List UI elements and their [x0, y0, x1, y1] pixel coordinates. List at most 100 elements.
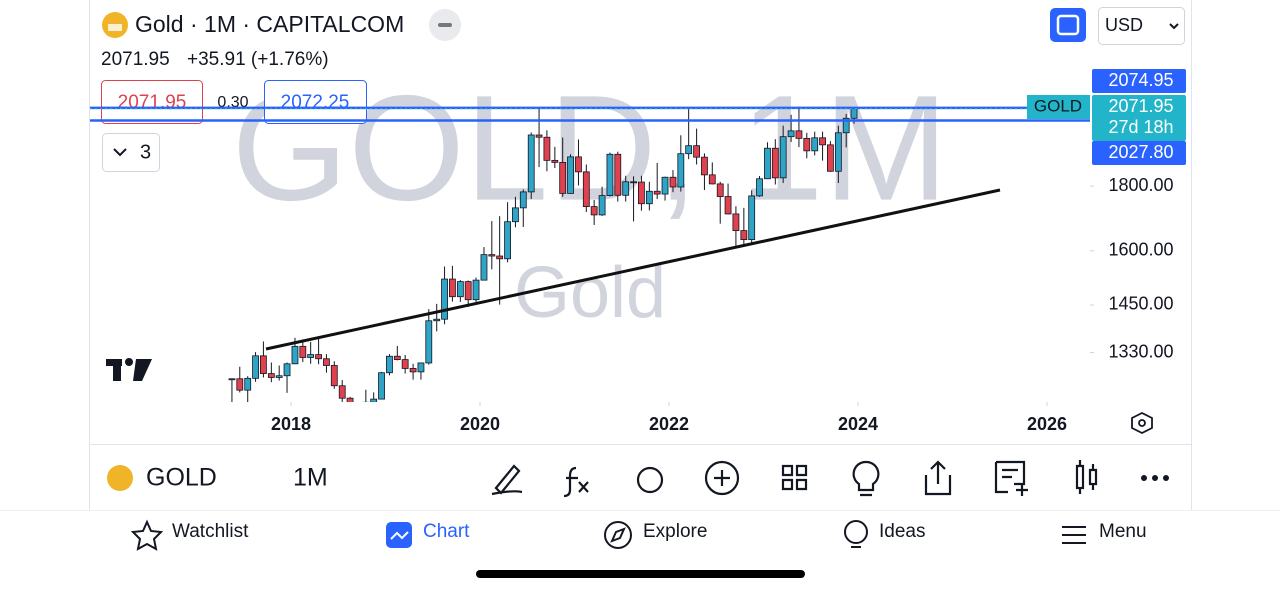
candle-body [315, 354, 322, 360]
candle-body [724, 196, 732, 215]
candle-body [716, 183, 724, 197]
add-tool[interactable] [704, 460, 740, 496]
toggle-caret [113, 148, 127, 157]
nav-explore[interactable]: Explore [643, 521, 707, 542]
y-tick-label: 1330.00 [1108, 341, 1173, 361]
candle-body [307, 354, 315, 358]
candle-body [488, 254, 496, 257]
candle-body [598, 195, 606, 216]
last-price: 2071.95 [101, 49, 170, 70]
symbol-title[interactable]: Gold · 1M · CAPITALCOM [135, 11, 404, 37]
y-tick-label: 1450.00 [1108, 294, 1173, 314]
currency: USD [1105, 15, 1143, 35]
last-label: GOLD [1034, 96, 1082, 115]
price-label-box [1092, 141, 1186, 165]
candle-body [779, 136, 787, 179]
nav-menu[interactable]: Menu [1099, 521, 1147, 542]
nav-chart[interactable]: Chart [423, 521, 470, 542]
candle-body [606, 153, 614, 196]
toolbar-symbol[interactable]: GOLD [146, 464, 217, 492]
candle-body [260, 355, 267, 374]
logo [106, 358, 152, 381]
sell-button[interactable] [101, 80, 203, 124]
candle-body [795, 130, 803, 139]
chart-type-tool[interactable] [1075, 460, 1098, 494]
axis-settings-dot [1138, 419, 1146, 427]
nav-watchlist[interactable]: Watchlist [172, 521, 249, 542]
candle-body [267, 373, 275, 378]
candle-body [582, 171, 590, 207]
x-tick-label: 2026 [1027, 414, 1067, 434]
fullscreen-icon [1056, 14, 1080, 36]
candle-body [748, 195, 756, 241]
price-change: +35.91 (+1.76%) [187, 49, 329, 70]
more-tool[interactable] [1141, 475, 1169, 481]
nav-ideas[interactable]: Ideas [879, 521, 925, 542]
candle-body [393, 355, 401, 360]
candle-body [543, 136, 551, 161]
y-tick-label: 1800.00 [1108, 175, 1173, 195]
candle-body [527, 134, 535, 193]
watermark-name: Gold [514, 253, 666, 333]
ideas-icon [844, 520, 868, 544]
plot-area [228, 106, 858, 402]
candle-body [622, 181, 630, 196]
toolbar-icons [491, 460, 1098, 498]
indicators-count: 3 [140, 141, 151, 163]
buy-button[interactable] [264, 80, 367, 124]
axis-settings[interactable] [1131, 411, 1153, 435]
candle-body [283, 363, 291, 377]
last-label-box [1027, 95, 1090, 119]
share-tool[interactable] [924, 460, 952, 496]
candle-body [236, 378, 244, 391]
candle-body [323, 358, 330, 366]
draw-tool[interactable] [491, 464, 523, 496]
price-label: 2027.80 [1108, 142, 1173, 162]
x-tick-label: 2024 [838, 414, 878, 434]
candle-body [386, 355, 393, 374]
symbol-icon [107, 465, 133, 491]
indicators-toggle[interactable] [102, 133, 160, 172]
candle-body [409, 368, 417, 373]
ideas-tool[interactable] [852, 460, 880, 497]
candle-body [732, 213, 740, 231]
candle-body [275, 375, 283, 378]
candle-body [590, 206, 598, 216]
candle-body [756, 178, 763, 197]
trend-line[interactable] [265, 188, 1001, 351]
notes-tool[interactable] [994, 460, 1028, 496]
candle-body [346, 397, 354, 402]
candle-body [512, 207, 519, 223]
indicators-tool[interactable] [563, 466, 589, 498]
candle-body [842, 117, 850, 134]
candle-body [677, 153, 685, 188]
toolbar-interval[interactable]: 1M [293, 464, 328, 492]
candle-body [693, 145, 700, 158]
y-tick-label: 1600.00 [1108, 240, 1173, 260]
candle-body [330, 365, 338, 387]
candle-body [551, 159, 559, 163]
candle-body [480, 254, 488, 281]
alert-tool[interactable] [636, 466, 664, 494]
candle-body [559, 162, 567, 194]
candle-body [645, 190, 653, 205]
fullscreen-button[interactable] [1050, 8, 1086, 42]
currency-caret [1169, 23, 1179, 30]
candle-body [472, 279, 480, 301]
currency-select[interactable] [1098, 7, 1185, 45]
candle-body [519, 191, 527, 209]
candle-body [771, 147, 779, 179]
candle-body [504, 221, 511, 260]
symbol-icon-bars [108, 24, 122, 31]
chart-icon-line [390, 531, 409, 540]
explore-icon [604, 521, 632, 549]
x-tick-label: 2020 [460, 414, 500, 434]
layouts-tool[interactable] [781, 464, 808, 491]
candle-body [764, 147, 771, 180]
candle-body [630, 181, 637, 184]
candle-body [685, 145, 693, 155]
candle-body [669, 176, 677, 188]
collapse-icon [438, 23, 452, 27]
